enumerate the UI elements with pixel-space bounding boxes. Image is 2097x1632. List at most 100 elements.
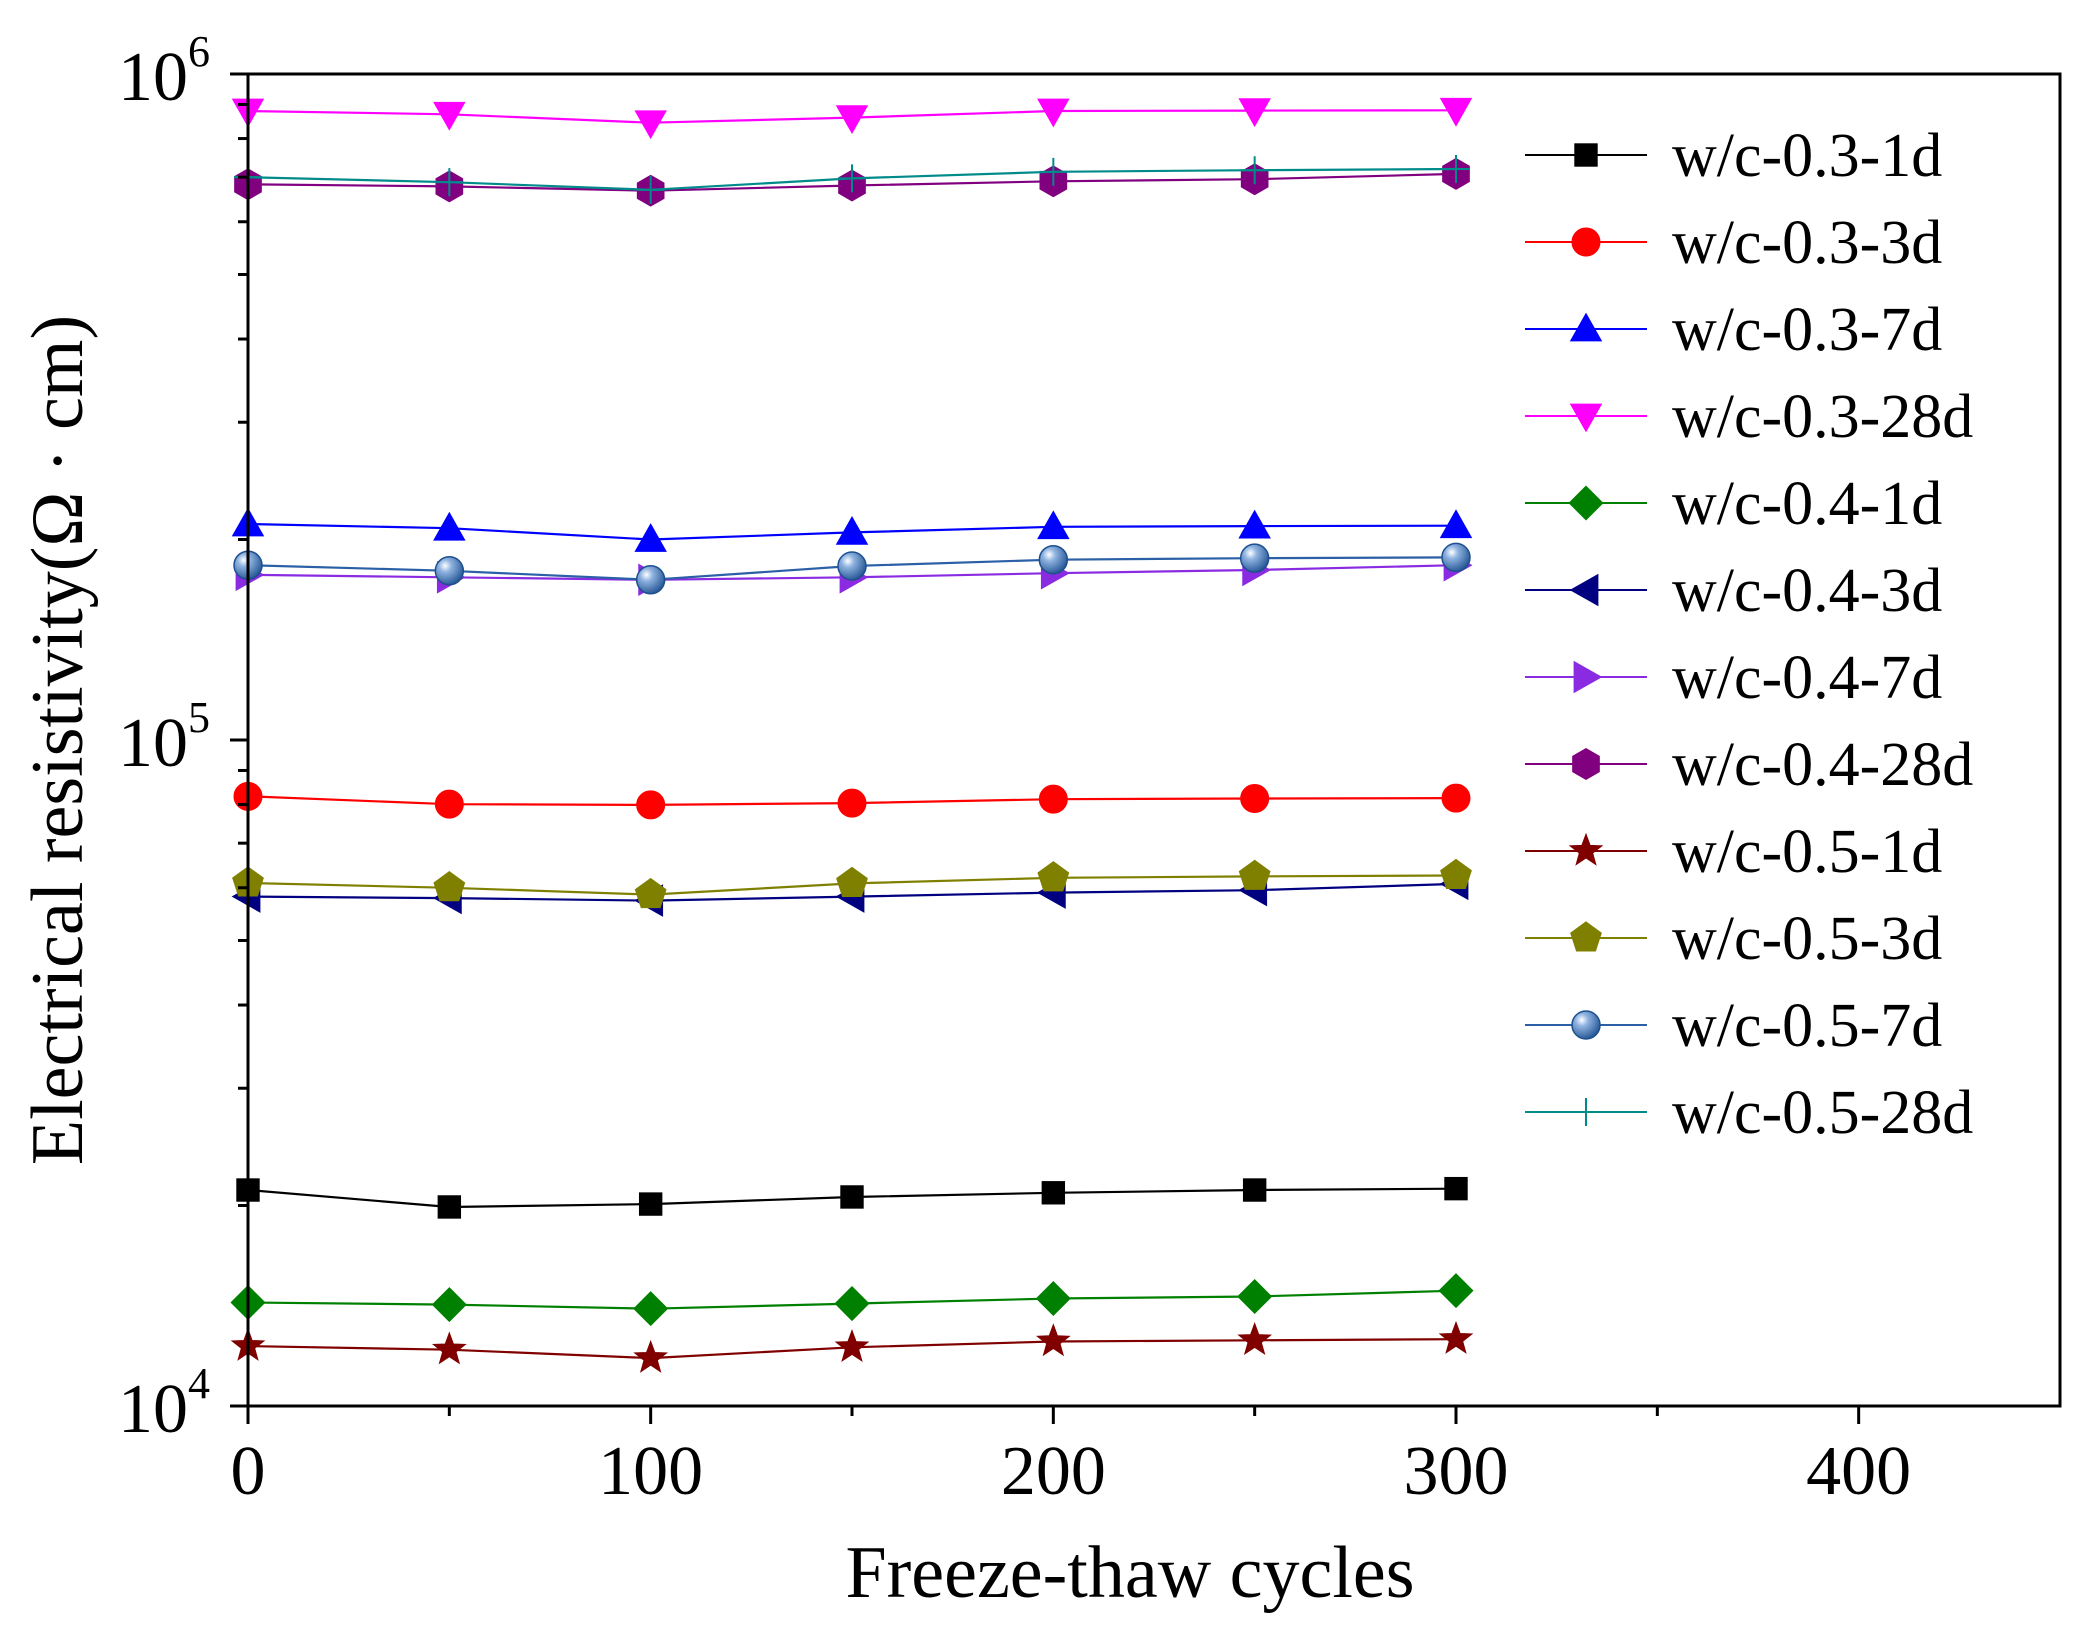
data-point: [635, 565, 666, 595]
data-point: [836, 866, 868, 897]
legend-item: w/c-0.3-1d: [1525, 122, 1942, 190]
legend-marker: [1574, 143, 1598, 167]
data-point: [1240, 783, 1270, 813]
data-point: [838, 164, 866, 193]
x-tick-label: 400: [1806, 1433, 1911, 1510]
legend-label: w/c-0.3-1d: [1672, 122, 1942, 190]
data-point: [834, 1329, 870, 1363]
data-point: [835, 105, 869, 135]
legend-label: w/c-0.4-1d: [1672, 470, 1942, 538]
data-point: [634, 523, 667, 552]
legend-item: w/c-0.3-3d: [1525, 209, 1942, 277]
data-point: [437, 1195, 462, 1219]
legend-item: w/c-0.5-3d: [1525, 905, 1942, 973]
data-point: [1441, 783, 1471, 813]
data-point: [1440, 858, 1472, 890]
data-point: [1438, 1273, 1474, 1309]
series-w-c-0-5-7d: [233, 542, 1471, 595]
data-point: [1439, 509, 1473, 539]
data-point: [1041, 1181, 1066, 1205]
series-w-c-0-3-7d: [231, 507, 1473, 552]
data-point: [835, 515, 869, 545]
legend-item: w/c-0.4-7d: [1525, 644, 1942, 712]
data-point: [1442, 155, 1470, 184]
legend: w/c-0.3-1d w/c-0.3-3d w/c-0.3-7d w/c-0.3-28…: [1525, 122, 1973, 1147]
x-tick-label: 200: [1001, 1433, 1106, 1510]
data-point: [1439, 97, 1473, 127]
legend-marker: [1568, 485, 1604, 521]
legend-label: w/c-0.5-7d: [1672, 992, 1942, 1060]
data-point: [434, 556, 465, 586]
x-axis-title: Freeze-thaw cycles: [845, 1532, 1414, 1614]
legend-marker: [1569, 573, 1599, 607]
legend-marker: [1569, 403, 1603, 433]
legend-item: w/c-0.3-7d: [1525, 296, 1942, 364]
data-point: [1444, 1176, 1468, 1201]
series-w-c-0-5-3d: [232, 858, 1472, 909]
data-point: [1037, 98, 1070, 128]
legend-marker: [1572, 748, 1600, 780]
series-w-c-0-3-1d: [236, 1176, 1468, 1219]
legend-label: w/c-0.3-28d: [1672, 383, 1973, 451]
data-point: [633, 1339, 669, 1373]
legend-label: w/c-0.4-3d: [1672, 557, 1942, 625]
data-point: [1441, 542, 1471, 573]
data-point: [1438, 1320, 1474, 1354]
data-point: [433, 511, 466, 541]
data-point: [837, 551, 867, 581]
data-point: [1237, 1322, 1273, 1356]
y-tick-label: 106: [118, 27, 210, 116]
x-tick-label: 0: [231, 1433, 266, 1510]
legend-marker: [1570, 921, 1602, 952]
series-layer: [230, 97, 1474, 1373]
data-point: [1237, 1279, 1273, 1315]
data-point: [435, 168, 464, 197]
data-point: [1238, 509, 1271, 539]
legend-label: w/c-0.4-28d: [1672, 731, 1973, 799]
legend-marker: [1571, 1010, 1601, 1040]
data-point: [431, 1331, 467, 1365]
data-point: [1038, 784, 1068, 814]
data-point: [1037, 510, 1070, 540]
data-point: [1038, 544, 1069, 575]
plot-area: [248, 74, 2060, 1406]
data-point: [638, 1192, 663, 1216]
data-point: [633, 1291, 669, 1327]
legend-marker: [1571, 227, 1601, 257]
y-axis-title: Electrical resistivity(Ω · cm): [17, 315, 99, 1165]
axis-layer: 0 100 200 300 400 104 105 106: [118, 27, 2062, 1510]
legend-item: w/c-0.5-7d: [1525, 992, 1942, 1060]
legend-marker: [1568, 832, 1604, 866]
data-point: [1035, 1281, 1071, 1317]
data-point: [1238, 98, 1271, 128]
data-point: [636, 790, 666, 820]
data-point: [834, 1286, 870, 1322]
legend-item: w/c-0.4-1d: [1525, 470, 1942, 538]
data-point: [837, 788, 867, 818]
data-point: [433, 871, 466, 902]
y-tick-label: 105: [118, 693, 210, 782]
data-point: [1039, 157, 1068, 186]
data-point: [434, 789, 464, 819]
data-point: [1240, 156, 1269, 185]
legend-label: w/c-0.3-3d: [1672, 209, 1942, 277]
data-point: [840, 1185, 864, 1209]
x-tick-label: 100: [598, 1433, 703, 1510]
legend-marker: [1573, 660, 1603, 694]
y-tick-label: 104: [118, 1359, 210, 1448]
data-point: [1037, 861, 1070, 892]
legend-label: w/c-0.4-7d: [1672, 644, 1942, 712]
legend-label: w/c-0.5-28d: [1672, 1079, 1973, 1147]
legend-item: w/c-0.4-3d: [1525, 557, 1942, 625]
legend-label: w/c-0.5-3d: [1672, 905, 1942, 973]
legend-label: w/c-0.3-7d: [1672, 296, 1942, 364]
legend-label: w/c-0.5-1d: [1672, 818, 1942, 886]
data-point: [433, 101, 466, 131]
data-point: [1242, 1178, 1267, 1202]
x-tick-label: 300: [1404, 1433, 1509, 1510]
data-point: [1035, 1323, 1071, 1357]
legend-marker: [1572, 1098, 1600, 1126]
legend-item: w/c-0.5-1d: [1525, 818, 1942, 886]
legend-item: w/c-0.5-28d: [1525, 1079, 1973, 1147]
